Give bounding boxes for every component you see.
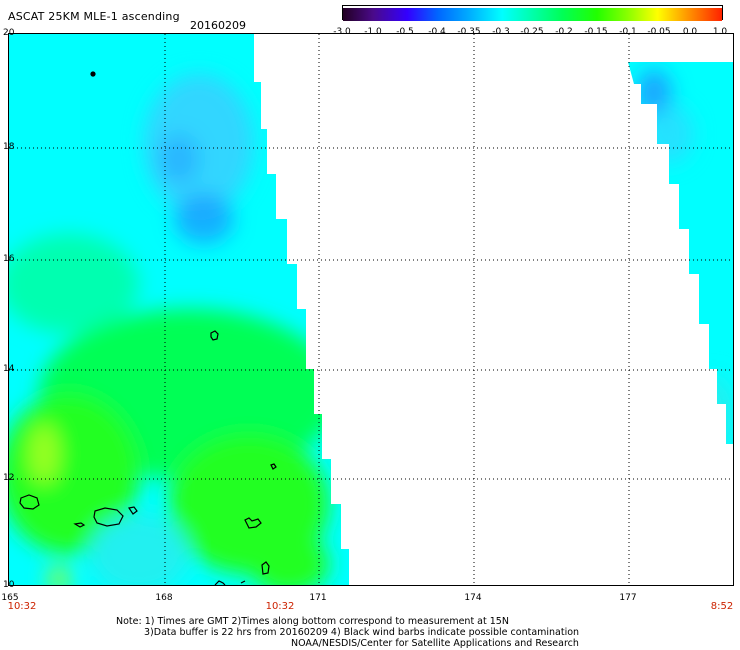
- color-scale-gradient: [343, 8, 722, 21]
- scale-label: 1.0: [712, 27, 728, 37]
- product-title: ASCAT 25KM MLE-1 ascending: [8, 10, 180, 23]
- swath-map: [8, 33, 734, 586]
- scale-label: -1.0: [364, 27, 382, 37]
- scale-label: -0.35: [457, 27, 481, 37]
- color-scale-bar: [342, 5, 723, 21]
- scale-label: -0.1: [619, 27, 637, 37]
- scale-label: -3.0: [333, 27, 351, 37]
- lon-label: 171: [309, 593, 327, 603]
- scale-label: -0.25: [520, 27, 544, 37]
- graticule: [9, 34, 733, 585]
- time-label: 10:32: [265, 601, 295, 612]
- scale-label: 0.0: [682, 27, 698, 37]
- lat-label: 12: [3, 473, 15, 483]
- lat-label: 10: [3, 580, 15, 590]
- lat-label: 20: [3, 28, 15, 38]
- note-line-2: 3)Data buffer is 22 hrs from 20160209 4)…: [144, 627, 580, 638]
- swath-left: [9, 34, 349, 585]
- lat-label: 14: [3, 364, 15, 374]
- lon-label: 177: [619, 593, 637, 603]
- scale-label: -0.5: [396, 27, 414, 37]
- time-label: 8:52: [710, 601, 734, 612]
- lat-label: 16: [3, 254, 15, 264]
- island-outlines: [19, 71, 277, 585]
- lat-label: 18: [3, 142, 15, 152]
- note-line-1: Note: 1) Times are GMT 2)Times along bot…: [116, 616, 509, 627]
- swath-map-canvas: [9, 34, 733, 585]
- lon-label: 174: [464, 593, 482, 603]
- scale-label: -0.2: [555, 27, 573, 37]
- time-label: 10:32: [7, 601, 37, 612]
- scale-label: -0.05: [647, 27, 671, 37]
- scale-label: -0.15: [584, 27, 608, 37]
- scale-label: -0.4: [428, 27, 446, 37]
- scale-label: -0.3: [492, 27, 510, 37]
- lon-label: 165: [1, 593, 19, 603]
- lon-label: 168: [155, 593, 173, 603]
- product-date: 20160209: [190, 19, 246, 32]
- note-line-3: NOAA/NESDIS/Center for Satellite Applica…: [291, 638, 579, 649]
- swath-right: [628, 62, 733, 444]
